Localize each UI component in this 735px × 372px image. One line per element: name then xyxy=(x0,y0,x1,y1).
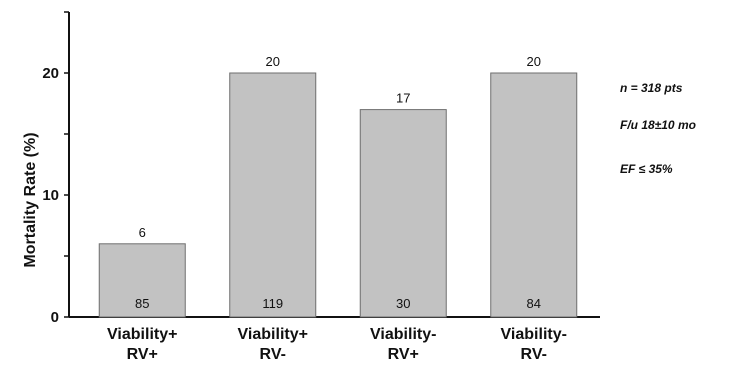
bar xyxy=(359,109,447,318)
x-category-label: RV- xyxy=(260,346,286,363)
y-tick-label: 20 xyxy=(42,65,59,82)
x-category-label: Viability- xyxy=(501,326,567,343)
x-category-label: Viability+ xyxy=(107,326,177,343)
bar-count-label: 85 xyxy=(135,296,149,311)
bar-count-label: 119 xyxy=(262,296,283,311)
y-tick-label: 0 xyxy=(51,309,59,326)
bar-value-label: 20 xyxy=(266,54,280,69)
bar xyxy=(229,72,317,318)
chart-annotation: F/u 18±10 mo xyxy=(620,118,696,132)
bar-value-label: 17 xyxy=(396,91,410,106)
y-tick-label: 10 xyxy=(42,187,59,204)
annotations: n = 318 pts F/u 18±10 mo EF ≤ 35% xyxy=(620,81,696,176)
x-category-label: RV- xyxy=(521,346,547,363)
x-category-label: Viability+ xyxy=(238,326,308,343)
x-category-label: Viability- xyxy=(370,326,436,343)
bar-count-label: 30 xyxy=(396,296,410,311)
chart-annotation: EF ≤ 35% xyxy=(620,162,673,176)
bar-value-label: 6 xyxy=(139,225,146,240)
bars xyxy=(98,72,578,318)
bar-count-label: 84 xyxy=(527,296,541,311)
bar xyxy=(490,72,578,318)
labels: 6 85 Viability+ RV+ 20 119 Viability+ RV- 17 30 Vi… xyxy=(107,54,567,363)
bar-value-label: 20 xyxy=(527,54,541,69)
y-axis-label: Mortality Rate (%) xyxy=(22,132,39,267)
chart-annotation: n = 318 pts xyxy=(620,81,683,95)
x-category-label: RV+ xyxy=(388,346,419,363)
bar xyxy=(98,243,186,318)
x-category-label: RV+ xyxy=(127,346,158,363)
